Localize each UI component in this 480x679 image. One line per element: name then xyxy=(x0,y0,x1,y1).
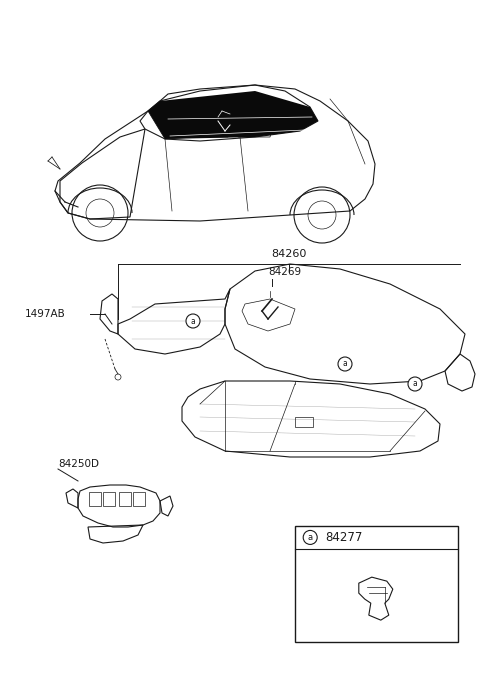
Bar xyxy=(295,417,313,427)
Text: 84269: 84269 xyxy=(268,267,301,277)
Text: 84260: 84260 xyxy=(271,249,307,259)
Text: a: a xyxy=(343,359,348,369)
Circle shape xyxy=(408,377,422,391)
Bar xyxy=(119,492,131,506)
Text: a: a xyxy=(191,316,195,325)
Bar xyxy=(103,492,115,506)
Polygon shape xyxy=(148,91,318,139)
Circle shape xyxy=(303,530,317,545)
Circle shape xyxy=(186,314,200,328)
Bar xyxy=(295,526,458,642)
Bar xyxy=(89,492,101,506)
Text: a: a xyxy=(413,380,418,388)
Text: 1497AB: 1497AB xyxy=(25,309,66,319)
Text: a: a xyxy=(308,533,313,542)
Text: 84277: 84277 xyxy=(325,531,362,544)
Text: 84250D: 84250D xyxy=(58,459,99,469)
Bar xyxy=(133,492,145,506)
Circle shape xyxy=(338,357,352,371)
